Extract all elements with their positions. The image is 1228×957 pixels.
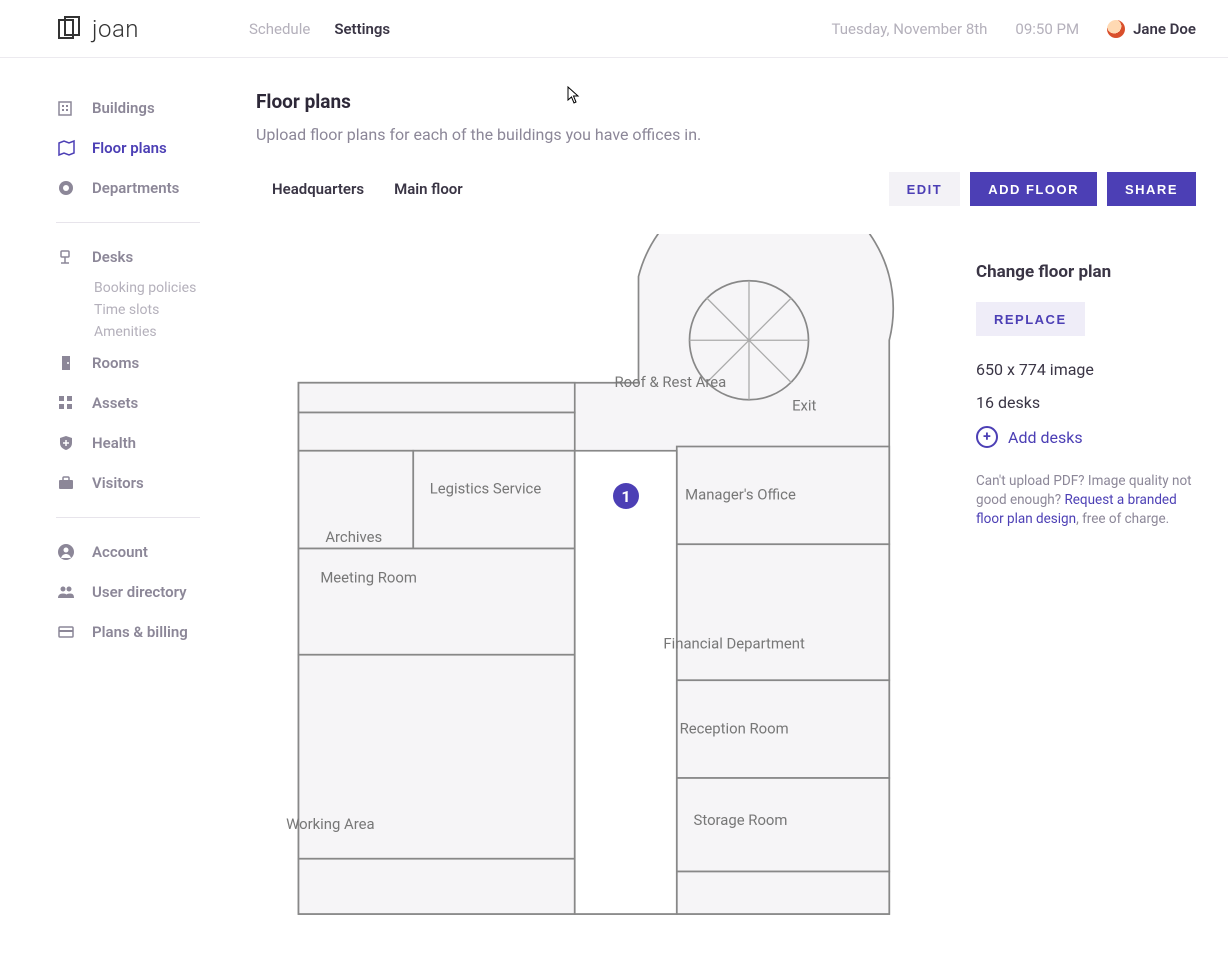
sidebar-item-floor-plans[interactable]: Floor plans (56, 128, 256, 168)
top-nav: Schedule Settings (249, 20, 390, 38)
crumb-building[interactable]: Headquarters (272, 180, 364, 198)
sidebar-group-workspace: Buildings Floor plans Departments (56, 88, 256, 208)
plus-icon: + (976, 426, 998, 448)
header-date: Tuesday, November 8th (832, 20, 988, 38)
avatar-icon (1107, 20, 1125, 38)
edit-button[interactable]: EDIT (889, 172, 961, 206)
sidebar-item-label: Health (92, 434, 136, 452)
sidebar-group-resources: Desks Booking policies Time slots Amenit… (56, 237, 256, 503)
crumb-row: Headquarters Main floor EDIT ADD FLOOR S… (256, 172, 1196, 206)
departments-icon (56, 179, 76, 197)
nav-schedule[interactable]: Schedule (249, 20, 310, 38)
sidebar-item-label: Assets (92, 394, 138, 412)
briefcase-icon (56, 474, 76, 492)
user-menu[interactable]: Jane Doe (1107, 20, 1196, 38)
page-subtitle: Upload floor plans for each of the build… (256, 125, 1196, 144)
sidebar-item-visitors[interactable]: Visitors (56, 463, 256, 503)
svg-text:Reception Room: Reception Room (680, 719, 789, 737)
desk-icon (56, 248, 76, 266)
logo-text: joan (92, 15, 139, 43)
sidebar-item-label: Departments (92, 179, 179, 197)
sidebar-divider (56, 517, 200, 518)
sidebar-item-buildings[interactable]: Buildings (56, 88, 256, 128)
grid-icon (56, 394, 76, 412)
svg-text:Exit: Exit (792, 396, 816, 414)
help-post: , free of charge. (1076, 511, 1169, 527)
user-name: Jane Doe (1133, 20, 1196, 38)
sidebar-group-account: Account User directory Plans & billing (56, 532, 256, 652)
svg-text:Legistics Service: Legistics Service (430, 479, 542, 497)
sidebar-sub-desks: Booking policies Time slots Amenities (56, 277, 256, 343)
sidebar-item-label: Visitors (92, 474, 144, 492)
main-content: Floor plans Upload floor plans for each … (256, 58, 1228, 830)
svg-text:Manager's Office: Manager's Office (685, 486, 796, 504)
svg-text:Storage Room: Storage Room (694, 811, 788, 829)
sidebar-sub-item[interactable]: Time slots (94, 299, 256, 321)
card-icon (56, 623, 76, 641)
sidebar-item-user-directory[interactable]: User directory (56, 572, 256, 612)
door-icon (56, 354, 76, 372)
svg-text:Meeting Room: Meeting Room (320, 569, 417, 587)
sidebar-sub-item[interactable]: Amenities (94, 321, 256, 343)
workarea: Roof & Rest Area Exit Legistics Service Arc… (256, 234, 1196, 957)
logo-mark-icon (56, 15, 84, 43)
crumb-floor[interactable]: Main floor (394, 180, 463, 198)
people-icon (56, 583, 76, 601)
header-time: 09:50 PM (1015, 20, 1079, 38)
add-floor-button[interactable]: ADD FLOOR (970, 172, 1097, 206)
sidebar-item-label: Rooms (92, 354, 139, 372)
sidebar-sub-item[interactable]: Booking policies (94, 277, 256, 299)
person-icon (56, 543, 76, 561)
sidebar-item-label: Desks (92, 248, 133, 266)
sidebar-item-desks[interactable]: Desks (56, 237, 256, 277)
page-title: Floor plans (256, 90, 1196, 113)
breadcrumb: Headquarters Main floor (256, 180, 463, 198)
map-icon (56, 139, 76, 157)
svg-text:Working Area: Working Area (286, 815, 374, 833)
image-dimensions: 650 x 774 image (976, 360, 1196, 379)
share-button[interactable]: SHARE (1107, 172, 1196, 206)
logo[interactable]: joan (56, 15, 139, 43)
sidebar-item-label: User directory (92, 583, 187, 601)
add-desks-label: Add desks (1008, 428, 1083, 447)
sidebar-item-health[interactable]: Health (56, 423, 256, 463)
sidebar-item-account[interactable]: Account (56, 532, 256, 572)
svg-text:Roof & Rest Area: Roof & Rest Area (615, 373, 727, 391)
sidebar-item-rooms[interactable]: Rooms (56, 343, 256, 383)
add-desks-link[interactable]: + Add desks (976, 426, 1196, 448)
sidebar-item-label: Account (92, 543, 148, 561)
sidebar-item-label: Plans & billing (92, 623, 188, 641)
panel-title: Change floor plan (976, 262, 1196, 282)
desk-count: 16 desks (976, 393, 1196, 412)
change-floor-plan-panel: Change floor plan REPLACE 650 x 774 imag… (976, 234, 1196, 957)
floor-plan[interactable]: Roof & Rest Area Exit Legistics Service Arc… (256, 234, 936, 957)
replace-button[interactable]: REPLACE (976, 302, 1085, 336)
buildings-icon (56, 99, 76, 117)
sidebar: Buildings Floor plans Departments (0, 58, 256, 830)
sidebar-item-plans-billing[interactable]: Plans & billing (56, 612, 256, 652)
svg-text:Financial Department: Financial Department (663, 634, 805, 652)
shield-icon (56, 434, 76, 452)
floor-plan-svg: Roof & Rest Area Exit Legistics Service Arc… (256, 234, 936, 957)
svg-text:Archives: Archives (325, 528, 382, 546)
sidebar-divider (56, 222, 200, 223)
floor-actions: EDIT ADD FLOOR SHARE (889, 172, 1196, 206)
help-text: Can't upload PDF? Image quality not good… (976, 472, 1196, 529)
nav-settings[interactable]: Settings (334, 20, 390, 38)
sidebar-item-label: Floor plans (92, 139, 167, 157)
topbar: joan Schedule Settings Tuesday, November… (0, 0, 1228, 58)
sidebar-item-assets[interactable]: Assets (56, 383, 256, 423)
sidebar-item-departments[interactable]: Departments (56, 168, 256, 208)
sidebar-item-label: Buildings (92, 99, 155, 117)
